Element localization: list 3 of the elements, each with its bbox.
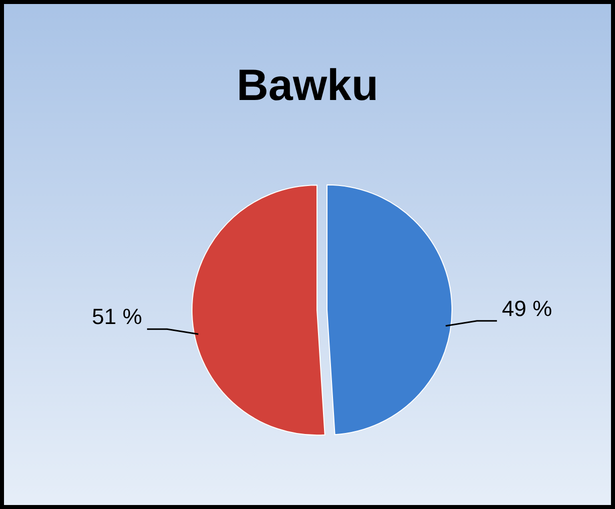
data-label: 49 % xyxy=(502,296,552,321)
chart-title: Bawku xyxy=(236,61,378,110)
data-label: 51 % xyxy=(92,304,142,330)
